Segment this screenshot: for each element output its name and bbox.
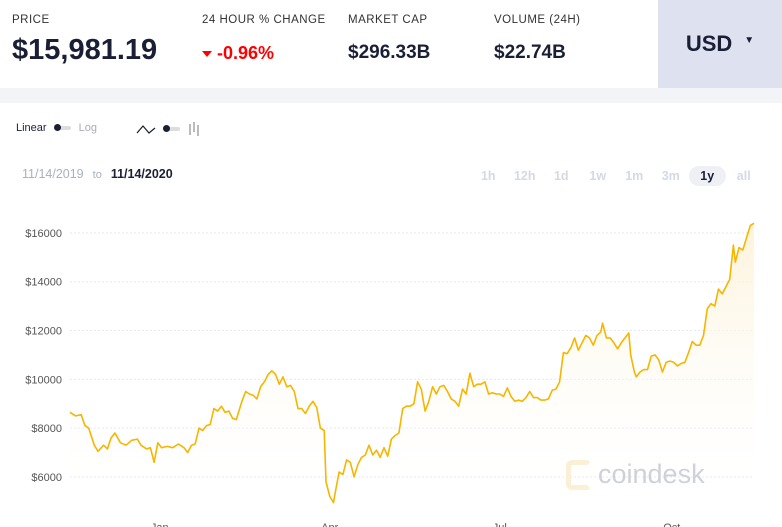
market-cap-value: $296.33B — [348, 42, 431, 63]
linear-label: Linear — [16, 122, 47, 134]
volume-stat: VOLUME (24H) $22.74B — [494, 14, 581, 64]
down-arrow-icon — [202, 51, 212, 58]
change-stat: 24 HOUR % CHANGE -0.96% — [202, 14, 326, 64]
chart-type-switch[interactable] — [163, 125, 180, 132]
date-to[interactable]: 11/14/2020 — [110, 167, 173, 181]
coindesk-logo-icon — [566, 459, 592, 490]
volume-value: $22.74B — [494, 42, 566, 63]
date-from[interactable]: 11/14/2019 — [22, 167, 84, 181]
x-tick-label: Jan — [151, 522, 169, 527]
range-1y[interactable]: 1y — [689, 166, 726, 186]
date-to-word: to — [92, 169, 102, 181]
currency-value: USD — [685, 31, 733, 56]
y-tick-label: $6000 — [31, 472, 62, 484]
currency-select[interactable]: USD ▼ — [658, 0, 782, 88]
market-cap-label: MARKET CAP — [348, 14, 428, 26]
y-tick-label: $12000 — [25, 326, 62, 338]
range-selector: 1h 12h 1d 1w 1m 3m 1y all — [470, 166, 762, 186]
coindesk-watermark: coindesk — [566, 459, 705, 490]
scale-switch[interactable] — [53, 124, 71, 131]
change-label: 24 HOUR % CHANGE — [202, 14, 326, 26]
market-cap-stat: MARKET CAP $296.33B — [348, 14, 430, 64]
change-value: -0.96% — [217, 43, 275, 63]
y-tick-label: $14000 — [25, 277, 62, 289]
x-tick-label: Jul — [493, 522, 507, 527]
price-value: $15,981.19 — [12, 34, 158, 66]
x-tick-label: Oct — [663, 522, 680, 527]
price-stat: PRICE $15,981.19 — [12, 14, 157, 67]
line-chart-icon[interactable] — [136, 123, 156, 135]
candlestick-icon[interactable] — [188, 122, 200, 136]
watermark-text: coindesk — [598, 459, 705, 489]
price-label: PRICE — [12, 14, 50, 26]
range-all[interactable]: all — [736, 169, 751, 183]
y-tick-label: $16000 — [25, 228, 62, 240]
stats-header: PRICE $15,981.19 24 HOUR % CHANGE -0.96%… — [0, 0, 782, 88]
volume-label: VOLUME (24H) — [494, 14, 581, 26]
date-range: 11/14/2019 to 11/14/2020 — [22, 167, 173, 181]
caret-down-icon: ▼ — [744, 34, 755, 46]
divider-band — [0, 88, 782, 103]
range-3m[interactable]: 3m — [661, 169, 680, 183]
y-tick-label: $8000 — [31, 423, 62, 435]
scale-toggle[interactable]: Linear Log — [16, 122, 97, 134]
range-1w[interactable]: 1w — [589, 169, 607, 183]
chart-type-toggle[interactable] — [136, 122, 200, 136]
price-area — [70, 223, 754, 505]
range-1h[interactable]: 1h — [480, 169, 496, 183]
range-1d[interactable]: 1d — [553, 169, 569, 183]
price-line — [69, 222, 755, 504]
x-tick-label: Apr — [321, 522, 338, 527]
price-chart: $6000 $8000 $10000 $12000 $14000 $16000 Jan Apr… — [25, 222, 755, 527]
log-label: Log — [78, 122, 97, 134]
y-tick-label: $10000 — [25, 374, 62, 386]
range-1m[interactable]: 1m — [625, 169, 644, 183]
range-12h[interactable]: 12h — [513, 169, 536, 183]
